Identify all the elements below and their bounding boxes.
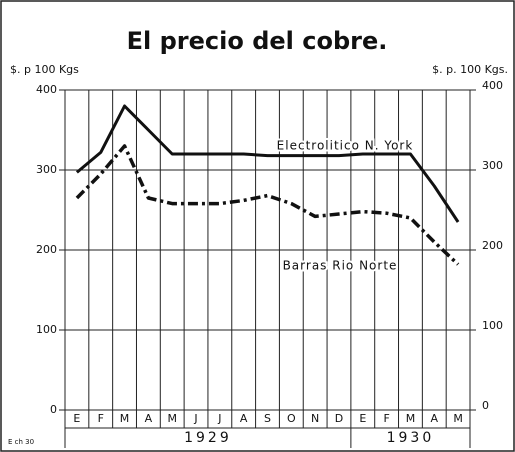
x-tick-label: J [193, 412, 197, 425]
series-label: Barras Rio Norte [283, 259, 398, 273]
y-tick-label: 0 [50, 403, 57, 416]
x-tick-label: S [264, 412, 271, 425]
y-tick-label: 100 [36, 323, 57, 336]
x-tick-label: O [287, 412, 296, 425]
y2-tick-label: 200 [482, 239, 503, 252]
x-tick-label: F [383, 412, 389, 425]
series-line [75, 104, 460, 223]
x-tick-label: D [335, 412, 343, 425]
x-tick-label: A [430, 412, 438, 425]
x-tick-label: J [217, 412, 221, 425]
x-tick-label: F [98, 412, 104, 425]
x-tick-label: A [145, 412, 153, 425]
y2-tick-label: 0 [482, 399, 489, 412]
x-tick-label: A [240, 412, 248, 425]
y-tick-label: 300 [36, 163, 57, 176]
x-tick-label: E [73, 412, 80, 425]
y2-tick-label: 400 [482, 79, 503, 92]
x-tick-label: M [406, 412, 416, 425]
series-label: Electrolitico N. York [277, 139, 414, 153]
chart-title: El precio del cobre. [127, 27, 388, 55]
series-line [75, 144, 460, 266]
x-tick-label: N [311, 412, 319, 425]
y2-tick-label: 100 [482, 319, 503, 332]
year-label: 1929 [184, 430, 232, 446]
year-label: 1930 [387, 430, 435, 446]
y2-axis-label: $. p. 100 Kgs. [432, 63, 508, 76]
y-tick-label: 200 [36, 243, 57, 256]
x-tick-label: E [359, 412, 366, 425]
footnote: E ch 30 [8, 438, 34, 446]
x-tick-label: M [120, 412, 130, 425]
y-tick-label: 400 [36, 83, 57, 96]
x-tick-label: M [167, 412, 177, 425]
y-axis-label: $. p 100 Kgs [10, 63, 79, 76]
y2-tick-label: 300 [482, 159, 503, 172]
x-tick-label: M [453, 412, 463, 425]
